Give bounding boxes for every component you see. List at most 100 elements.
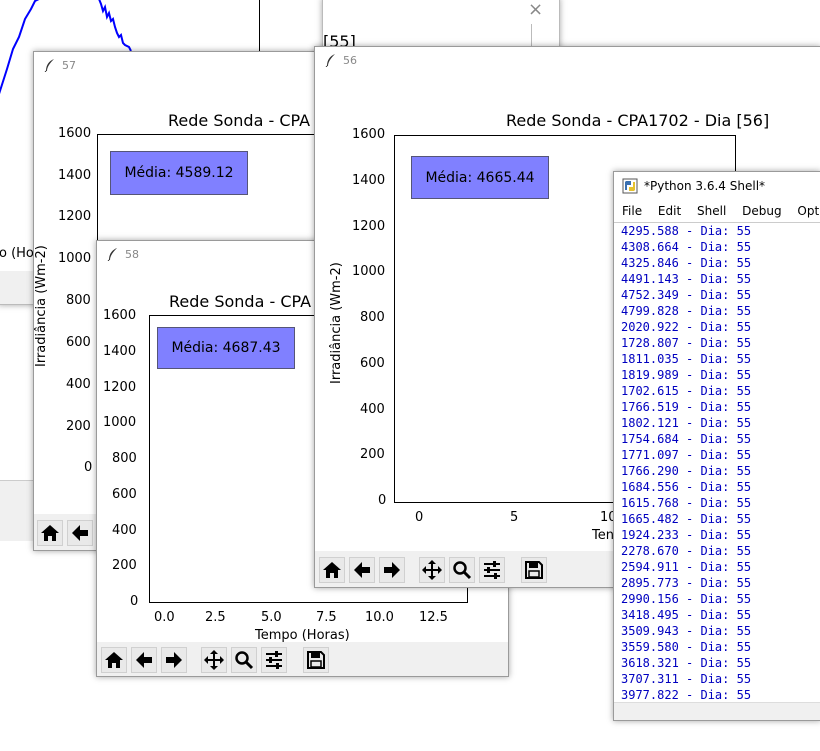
- shell-output-line: 4295.588 - Dia: 55: [621, 224, 752, 238]
- window-title: 57: [62, 59, 76, 72]
- toolbar: [97, 642, 508, 676]
- menu-options[interactable]: Options: [797, 204, 820, 218]
- zoom-button[interactable]: [449, 557, 475, 583]
- shell-output-line: 1819.989 - Dia: 55: [621, 368, 752, 382]
- plot-title: Rede Sonda - CPA: [169, 292, 312, 311]
- forward-icon: [166, 652, 182, 668]
- shell-output-line: 3977.822 - Dia: 55: [621, 688, 752, 702]
- pan-button[interactable]: [201, 647, 227, 673]
- y-tick: 400: [66, 377, 91, 392]
- back-icon: [72, 525, 88, 541]
- shell-titlebar[interactable]: *Python 3.6.4 Shell*: [614, 172, 820, 200]
- plot-title: Rede Sonda - CPA1702 - Dia [56]: [506, 111, 770, 130]
- shell-output-line: 1924.233 - Dia: 55: [621, 528, 752, 542]
- shell-output-line: 2020.922 - Dia: 55: [621, 320, 752, 334]
- pan-icon: [204, 650, 224, 670]
- home-button[interactable]: [37, 520, 63, 546]
- x-tick: 0.0: [154, 610, 175, 625]
- close-icon[interactable]: ×: [528, 0, 544, 20]
- mean-box: Média: 4687.43: [157, 327, 295, 369]
- configure-icon: [484, 561, 500, 579]
- home-button[interactable]: [101, 647, 127, 673]
- y-tick: 200: [112, 558, 137, 573]
- x-axis-label: Ten: [592, 528, 614, 543]
- y-tick: 200: [360, 447, 385, 462]
- y-tick: 200: [66, 419, 91, 434]
- shell-output-line: 1766.519 - Dia: 55: [621, 400, 752, 414]
- shell-output-line: 1702.615 - Dia: 55: [621, 384, 752, 398]
- back-button[interactable]: [349, 557, 375, 583]
- plot-title: Rede Sonda - CPA: [168, 111, 311, 130]
- menu-debug[interactable]: Debug: [742, 204, 782, 218]
- x-tick: 5: [510, 510, 519, 525]
- y-tick: 1000: [103, 415, 137, 430]
- shell-output-line: 2594.911 - Dia: 55: [621, 560, 752, 574]
- menu-edit[interactable]: Edit: [657, 204, 682, 218]
- python-icon: [622, 178, 638, 194]
- shell-lines: 4295.588 - Dia: 55 4308.664 - Dia: 55 4325…: [621, 223, 820, 703]
- x-tick: 5.0: [261, 610, 282, 625]
- y-tick: 1000: [352, 264, 386, 279]
- forward-button[interactable]: [161, 647, 187, 673]
- shell-output-line: 4799.828 - Dia: 55: [621, 304, 752, 318]
- y-tick: 1600: [352, 127, 386, 142]
- background-toolbar-fragment: [0, 480, 36, 541]
- shell-output-line: 3418.495 - Dia: 55: [621, 608, 752, 622]
- home-button[interactable]: [319, 557, 345, 583]
- zoom-icon: [235, 651, 254, 670]
- home-icon: [41, 525, 59, 541]
- home-icon: [105, 652, 123, 668]
- shell-output-line: 1665.482 - Dia: 55: [621, 512, 752, 526]
- y-tick: 400: [360, 402, 385, 417]
- shell-output[interactable]: 4295.588 - Dia: 55 4308.664 - Dia: 55 4325…: [614, 222, 820, 704]
- y-tick: 0: [130, 594, 139, 609]
- background-xlabel: o (Ho: [0, 246, 34, 261]
- configure-button[interactable]: [261, 647, 287, 673]
- background-axis-line: [259, 0, 260, 51]
- y-tick: 1400: [58, 168, 92, 183]
- python-shell-window: *Python 3.6.4 Shell* File Edit Shell Deb…: [613, 171, 820, 721]
- shell-menubar: File Edit Shell Debug Options: [614, 200, 820, 222]
- shell-output-line: 4325.846 - Dia: 55: [621, 256, 752, 270]
- shell-output-line: 3707.311 - Dia: 55: [621, 672, 752, 686]
- menu-shell[interactable]: Shell: [697, 204, 727, 218]
- mean-box: Média: 4665.44: [411, 156, 549, 199]
- pan-icon: [422, 560, 442, 580]
- menu-file[interactable]: File: [622, 204, 643, 218]
- y-tick: 800: [360, 310, 385, 325]
- y-tick: 1400: [352, 173, 386, 188]
- shell-output-line: 4491.143 - Dia: 55: [621, 272, 752, 286]
- background-plot-line: [0, 0, 132, 95]
- feather-icon: [107, 248, 117, 261]
- y-axis-label: Irradiância (Wm-2): [329, 262, 344, 384]
- shell-output-line: 1684.556 - Dia: 55: [621, 480, 752, 494]
- forward-button[interactable]: [379, 557, 405, 583]
- y-tick: 0: [84, 460, 93, 475]
- y-tick: 1200: [103, 380, 137, 395]
- pan-button[interactable]: [419, 557, 445, 583]
- window-title: 58: [125, 248, 139, 261]
- y-tick: 600: [66, 335, 91, 350]
- shell-output-line: 1728.807 - Dia: 55: [621, 336, 752, 350]
- back-button[interactable]: [131, 647, 157, 673]
- shell-output-line: 4752.349 - Dia: 55: [621, 288, 752, 302]
- shell-output-line: 2990.156 - Dia: 55: [621, 592, 752, 606]
- back-button[interactable]: [67, 520, 93, 546]
- shell-title: *Python 3.6.4 Shell*: [644, 179, 766, 193]
- titlebar[interactable]: 56: [315, 47, 820, 75]
- zoom-button[interactable]: [231, 647, 257, 673]
- save-button[interactable]: [521, 557, 547, 583]
- x-tick: 0: [415, 510, 424, 525]
- horizontal-scrollbar[interactable]: [614, 702, 820, 720]
- shell-output-line: 2895.773 - Dia: 55: [621, 576, 752, 590]
- y-tick: 1400: [103, 344, 137, 359]
- save-button[interactable]: [303, 647, 329, 673]
- back-icon: [354, 562, 370, 578]
- shell-output-line: 3509.943 - Dia: 55: [621, 624, 752, 638]
- zoom-icon: [453, 561, 472, 580]
- y-tick: 800: [112, 451, 137, 466]
- shell-output-line: 4308.664 - Dia: 55: [621, 240, 752, 254]
- titlebar[interactable]: 57: [34, 52, 334, 80]
- x-tick: 12.5: [419, 610, 448, 625]
- configure-button[interactable]: [479, 557, 505, 583]
